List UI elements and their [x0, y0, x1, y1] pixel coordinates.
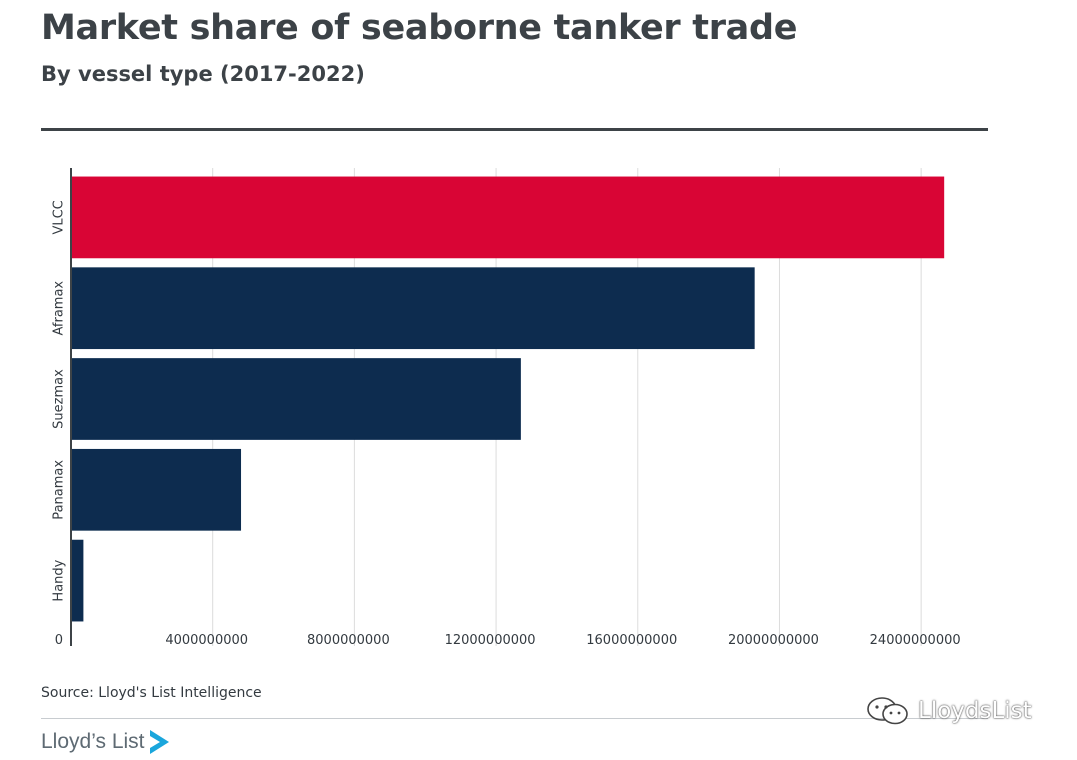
wechat-watermark: LloydsList: [866, 694, 1032, 728]
x-tick-label: 0: [55, 633, 63, 648]
y-category-label: Panamax: [52, 460, 67, 520]
y-category-label: Suezmax: [52, 369, 67, 429]
brand-wordmark: Lloyd’s List: [41, 730, 145, 753]
bar-handy: [71, 539, 84, 622]
x-tick-label: 20000000000: [728, 633, 819, 648]
x-tick-label: 16000000000: [586, 633, 677, 648]
y-category-label: Aframax: [52, 281, 67, 336]
x-tick-label: 4000000000: [165, 633, 248, 648]
x-tick-label: 8000000000: [307, 633, 390, 648]
bar-suezmax: [71, 358, 521, 440]
bars: [71, 176, 945, 622]
chart-subtitle: By vessel type (2017-2022): [41, 62, 365, 86]
source-note: Source: Lloyd's List Intelligence: [41, 685, 262, 701]
lloyds-list-logo[interactable]: Lloyd’s List: [41, 726, 170, 758]
x-tick-label: 12000000000: [445, 633, 536, 648]
title-divider: [41, 128, 988, 131]
bar-vlcc: [71, 176, 945, 259]
bar-panamax: [71, 448, 242, 531]
wechat-icon: [867, 697, 908, 725]
x-tick-label: 24000000000: [870, 633, 961, 648]
bar-aframax: [71, 267, 755, 350]
y-category-label: Handy: [52, 559, 67, 601]
chart-title: Market share of seaborne tanker trade: [41, 8, 798, 48]
footer-divider: [41, 718, 988, 719]
play-arrow-icon: [149, 730, 169, 754]
axis-labels: 0 4000000000 8000000000 12000000000 16000000…: [52, 200, 961, 648]
watermark-text: LloydsList: [918, 698, 1032, 724]
y-category-label: VLCC: [52, 200, 67, 234]
